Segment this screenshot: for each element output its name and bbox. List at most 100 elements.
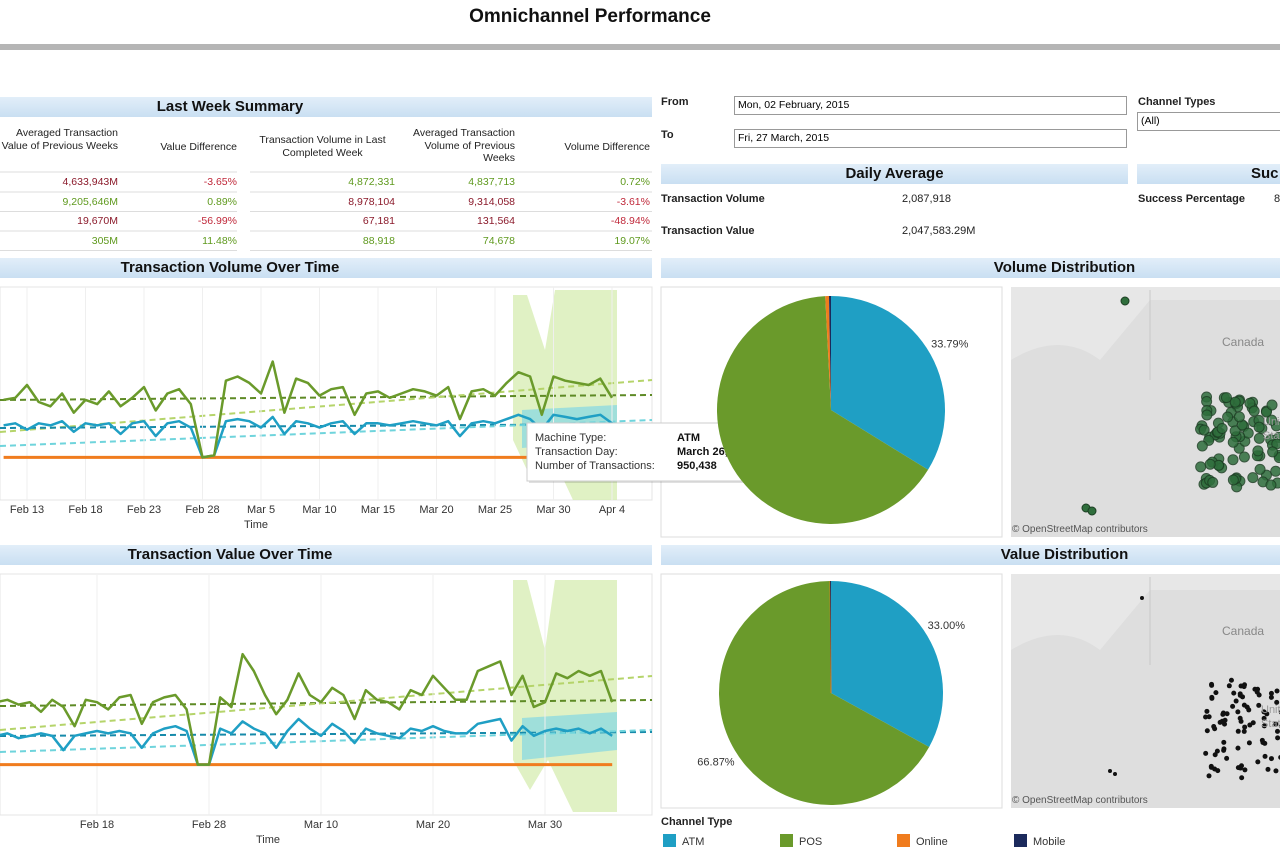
title-rule (0, 44, 1280, 50)
table-cell: 74,678 (482, 234, 515, 247)
map-point (1201, 395, 1213, 407)
section-header: Last Week Summary (0, 97, 652, 117)
map-point (1247, 472, 1259, 484)
pie-slice (825, 296, 831, 410)
tooltip-label: Transaction Day: (535, 446, 618, 458)
page-title: Omnichannel Performance (469, 6, 711, 27)
map-point (1204, 458, 1216, 470)
x-tick-label: Mar 25 (478, 504, 512, 516)
map-point (1233, 698, 1239, 704)
plots: Feb 13 Feb 18 Feb 23 Feb 28 Mar 5 Mar 10 Mar 1… (0, 287, 625, 846)
table-cell: 19,670M (77, 215, 118, 227)
x-axis-label: Time (244, 519, 268, 531)
map-label-line: United (1263, 416, 1280, 428)
table-cell: 0.72% (620, 176, 650, 188)
section-header: Transaction Volume Over Time (0, 258, 652, 278)
map-point (1253, 421, 1265, 433)
tooltip-label: Machine Type: (535, 432, 606, 444)
map-point (1222, 717, 1228, 723)
map-point (1265, 766, 1271, 772)
pie-label: 33.79% (931, 339, 969, 351)
pie-label: 33.00% (928, 620, 966, 632)
legend-swatch (663, 834, 676, 847)
table-cell: 11.48% (202, 234, 237, 247)
map-point (1229, 425, 1241, 437)
date-input[interactable]: Fri, 27 March, 2015 (734, 129, 1127, 148)
filter-label: From (661, 96, 689, 108)
x-tick-label: Feb 28 (192, 819, 226, 831)
pie-frame (660, 573, 1003, 809)
map-point (1206, 714, 1212, 720)
map-point (1220, 392, 1232, 404)
map-points (1081, 296, 1280, 781)
pie-slice (716, 296, 929, 524)
map-point (1228, 677, 1234, 683)
map-point (1266, 399, 1278, 411)
map-point (1195, 461, 1207, 473)
section-header: Value Distribution (661, 545, 1280, 565)
date-input[interactable]: Mon, 02 February, 2015 (734, 96, 1127, 115)
table-cell: 131,564 (477, 215, 515, 227)
x-tick-label: Mar 30 (528, 819, 562, 831)
trend-line (0, 379, 653, 433)
pie-slice (719, 581, 930, 806)
map-label-line: United (1261, 704, 1280, 716)
column-header: Averaged Transaction Volume of Previous … (413, 127, 515, 164)
map-point (1203, 750, 1209, 756)
map-point (1235, 745, 1241, 751)
map-point (1204, 708, 1210, 714)
table-cell: -3.65% (203, 176, 237, 188)
column-header: Transaction Volume in Last Completed Wee… (259, 134, 386, 159)
channel-select[interactable]: (All) (1137, 112, 1280, 131)
map-point (1273, 768, 1279, 774)
map-point (1270, 465, 1280, 477)
map-point (1198, 424, 1210, 436)
map-point (1235, 765, 1241, 771)
metric-value: 2,047,583.29M (902, 225, 976, 237)
section-title: Suc (1251, 165, 1279, 182)
map-point (1224, 711, 1230, 717)
forecast-band (522, 712, 617, 760)
table-cell: 8,978,104 (348, 195, 395, 208)
map-point (1274, 728, 1280, 734)
x-tick-label: Mar 5 (247, 504, 275, 516)
trend-line (0, 675, 653, 731)
map-point (1209, 695, 1215, 701)
table-cell: 0.89% (207, 195, 237, 208)
map-point (1241, 702, 1247, 708)
map-point (1206, 773, 1212, 779)
table-cell: 88,918 (362, 234, 395, 247)
map-point (1274, 688, 1280, 694)
x-tick-label: Feb 13 (10, 504, 44, 516)
map-point (1224, 755, 1230, 761)
map-credit: © OpenStreetMap contributors (1012, 524, 1148, 535)
map-point (1266, 414, 1278, 426)
series-line (3, 360, 614, 459)
map-point (1209, 682, 1215, 688)
table-cell: 67,181 (362, 215, 395, 227)
map-point (1255, 759, 1261, 765)
map-label: Canada (1222, 624, 1265, 638)
map-point (1256, 692, 1262, 698)
table-cell: 19.07% (614, 234, 650, 247)
series-line (0, 652, 614, 766)
map-point (1140, 596, 1144, 600)
map-point (1261, 709, 1267, 715)
map-point (1262, 753, 1268, 759)
map-point (1220, 711, 1226, 717)
section-title: Value Distribution (1000, 546, 1129, 563)
map-point (1238, 451, 1250, 463)
map-point (1221, 739, 1227, 745)
section-header: Volume Distribution (661, 258, 1280, 278)
map-point (1261, 715, 1267, 721)
map-point (1252, 686, 1258, 692)
map-label-line: States (1263, 430, 1280, 442)
x-tick-label: Mar 20 (416, 819, 450, 831)
x-tick-label: Feb 23 (127, 504, 161, 516)
map-label: United States (1261, 703, 1280, 731)
map-point (1227, 474, 1239, 486)
tooltip-label: Number of Transactions: (535, 460, 655, 472)
x-tick-label: Feb 28 (185, 504, 219, 516)
map-point (1231, 690, 1237, 696)
